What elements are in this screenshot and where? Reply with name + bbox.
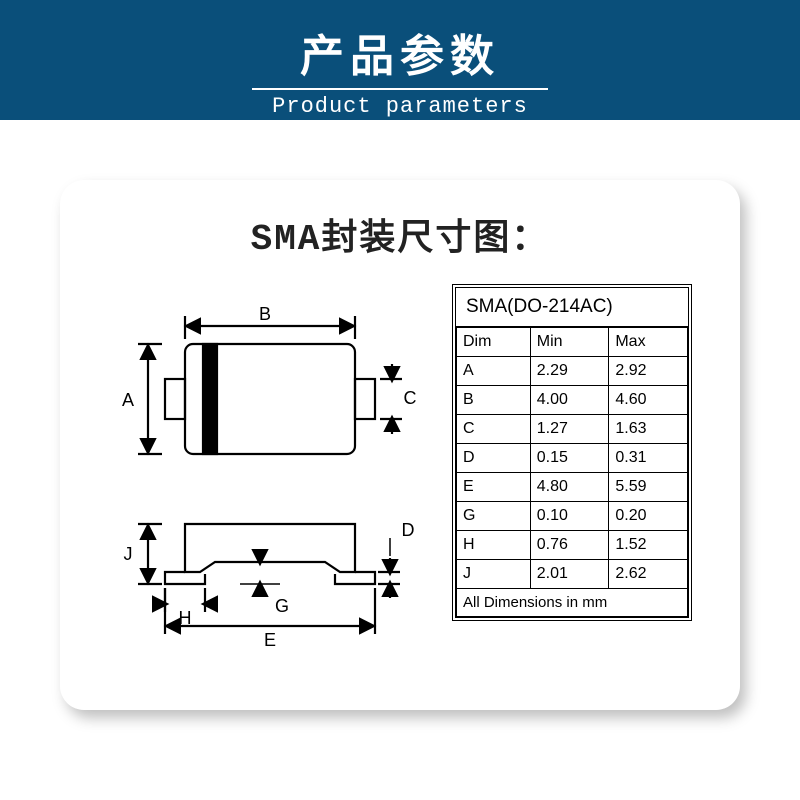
- table-header-cell: Min: [530, 328, 609, 357]
- table-cell: A: [457, 357, 531, 386]
- dim-label-g: G: [275, 596, 289, 616]
- dim-label-j: J: [124, 544, 133, 564]
- table-cell: C: [457, 415, 531, 444]
- dim-label-h: H: [179, 608, 192, 628]
- header-title-en: Product parameters: [252, 88, 548, 119]
- table-footer-cell: All Dimensions in mm: [457, 589, 688, 617]
- table-cell: 4.00: [530, 386, 609, 415]
- table-cell: 0.10: [530, 502, 609, 531]
- table-footer-row: All Dimensions in mm: [457, 589, 688, 617]
- table-cell: 2.92: [609, 357, 688, 386]
- table-cell: 0.31: [609, 444, 688, 473]
- table-cell: 5.59: [609, 473, 688, 502]
- table-title: SMA(DO-214AC): [456, 288, 688, 327]
- table-cell: B: [457, 386, 531, 415]
- table-cell: E: [457, 473, 531, 502]
- table-cell: D: [457, 444, 531, 473]
- header-banner: 产品参数 Product parameters: [0, 0, 800, 120]
- table-row: D0.150.31: [457, 444, 688, 473]
- dim-label-d: D: [402, 520, 415, 540]
- table-cell: 1.27: [530, 415, 609, 444]
- dim-table: DimMinMax A2.292.92B4.004.60C1.271.63D0.…: [456, 327, 688, 617]
- table-cell: G: [457, 502, 531, 531]
- table-cell: 2.29: [530, 357, 609, 386]
- dimension-table: SMA(DO-214AC) DimMinMax A2.292.92B4.004.…: [452, 284, 692, 621]
- table-cell: 4.80: [530, 473, 609, 502]
- table-cell: 0.20: [609, 502, 688, 531]
- table-row: A2.292.92: [457, 357, 688, 386]
- dim-label-a: A: [122, 390, 134, 410]
- table-header-cell: Max: [609, 328, 688, 357]
- table-cell: 1.63: [609, 415, 688, 444]
- table-cell: H: [457, 531, 531, 560]
- spec-card: SMA封装尺寸图：: [60, 180, 740, 710]
- table-cell: J: [457, 560, 531, 589]
- table-row: B4.004.60: [457, 386, 688, 415]
- dim-label-b: B: [259, 304, 271, 324]
- dim-label-e: E: [264, 630, 276, 650]
- table-row: E4.805.59: [457, 473, 688, 502]
- table-cell: 0.15: [530, 444, 609, 473]
- table-cell: 2.01: [530, 560, 609, 589]
- header-title-cn: 产品参数: [0, 20, 800, 84]
- table-header-cell: Dim: [457, 328, 531, 357]
- table-cell: 2.62: [609, 560, 688, 589]
- card-title: SMA封装尺寸图：: [90, 208, 710, 260]
- table-row: J2.012.62: [457, 560, 688, 589]
- table-row: C1.271.63: [457, 415, 688, 444]
- dim-label-c: C: [404, 388, 417, 408]
- table-cell: 0.76: [530, 531, 609, 560]
- table-row: H0.761.52: [457, 531, 688, 560]
- package-diagram: B A C: [90, 284, 430, 664]
- card-content: B A C: [90, 284, 710, 664]
- table-cell: 4.60: [609, 386, 688, 415]
- table-row: G0.100.20: [457, 502, 688, 531]
- table-cell: 1.52: [609, 531, 688, 560]
